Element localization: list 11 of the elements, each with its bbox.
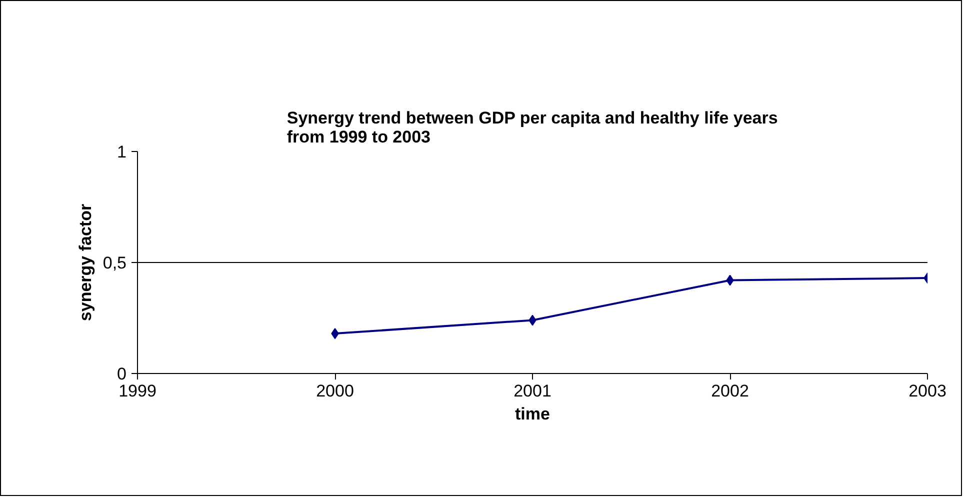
x-tick-label: 2002 [711,382,749,400]
x-tick-label: 2000 [316,382,354,400]
y-tick-label: 1 [117,142,127,162]
y-tick-label: 0,5 [102,254,127,272]
y-tick-label: 0 [117,364,127,384]
x-axis-title: time [515,404,550,424]
y-axis-title: synergy factor [76,204,95,322]
x-tick-label: 2001 [514,382,552,400]
x-tick-label: 1999 [118,382,156,400]
x-tick-label: 2003 [908,382,946,400]
chart-title: Synergy trend between GDP per capita and healthy life years from 1999 to 2003 [286,108,778,146]
